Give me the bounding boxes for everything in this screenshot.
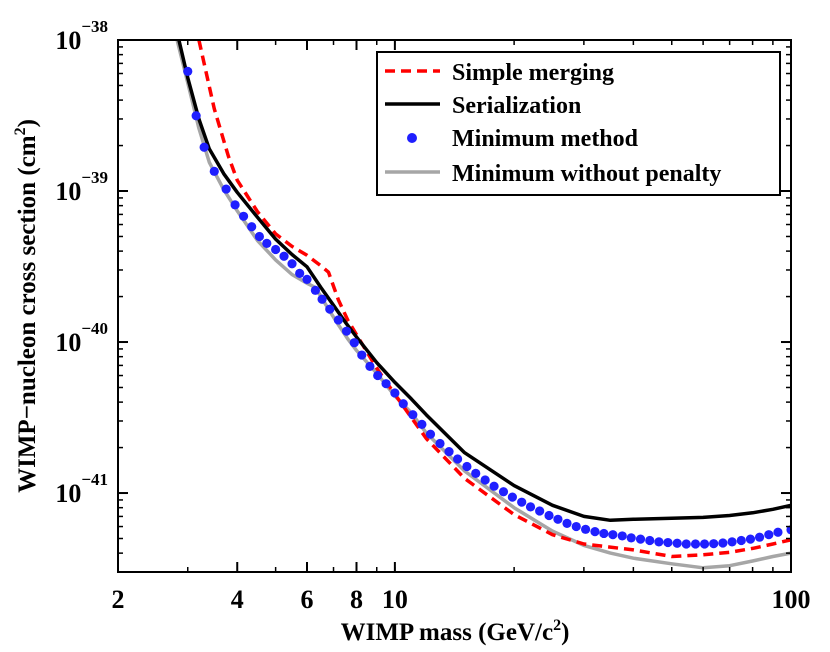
series-point-minimum-method [727, 537, 737, 547]
series-point-minimum-method [221, 184, 231, 194]
series-point-minimum-method [287, 259, 297, 269]
y-tick-label: 10−38 [55, 17, 108, 55]
series-point-minimum-method [262, 238, 272, 248]
series-point-minimum-method [183, 66, 193, 76]
series-point-minimum-method [341, 326, 352, 336]
x-tick-label: 2 [112, 585, 125, 614]
series-point-minimum-method [373, 370, 383, 381]
x-tick-label: 100 [772, 585, 811, 614]
series-point-minimum-method [390, 388, 400, 398]
series-point-minimum-method [754, 532, 765, 542]
series-point-minimum-method [745, 534, 756, 544]
series-point-minimum-method [279, 251, 289, 261]
plot-area-border [117, 39, 792, 573]
series-point-minimum-method [357, 350, 367, 360]
series-point-minimum-method [498, 487, 509, 497]
series-point-minimum-method [764, 530, 774, 540]
series-point-minimum-method [444, 447, 454, 457]
x-axis-label: WIMP mass (GeV/c2) [341, 617, 570, 646]
series-point-minimum-method [736, 535, 746, 546]
series-point-minimum-method [462, 461, 472, 472]
series-point-minimum-method [471, 468, 481, 478]
series-point-minimum-method [654, 537, 664, 547]
series-point-minimum-method [238, 211, 249, 221]
series-point-minimum-method [453, 454, 463, 464]
y-tick-label: 10−41 [55, 470, 108, 508]
legend-label-minimum-method: Minimum method [452, 126, 639, 152]
legend: Simple merging Serialization Minimum met… [376, 51, 781, 196]
legend-label-simple-merging: Simple merging [452, 60, 614, 86]
series-point-minimum-method [773, 527, 783, 537]
legend-swatch-minimum-method [407, 133, 417, 143]
series-point-minimum-method [489, 481, 499, 491]
series-point-minimum-method [709, 539, 719, 549]
series-point-minimum-method [349, 338, 359, 348]
series-point-minimum-method [365, 361, 375, 371]
series-point-minimum-method [408, 410, 418, 420]
series-line-serialization [177, 40, 791, 523]
series-point-minimum-method [635, 534, 646, 544]
x-tick-label: 6 [300, 585, 313, 614]
series-point-minimum-method [544, 510, 554, 521]
legend-box [376, 51, 781, 196]
series-point-minimum-method [191, 111, 201, 121]
series-line-simple-merging [197, 40, 791, 559]
series-point-minimum-method [435, 438, 445, 449]
x-tick-label: 8 [350, 585, 363, 614]
series-point-minimum-method [645, 535, 655, 546]
y-axis-label: WIMP−nucleon cross section (cm2) [12, 119, 41, 493]
series-point-minimum-method [699, 539, 710, 549]
series-layer [175, 40, 791, 570]
series-point-minimum-method [590, 527, 600, 537]
legend-label-minimum-without-penalty: Minimum without penalty [452, 161, 721, 187]
series-point-minimum-method [517, 497, 527, 507]
x-tick-label: 4 [231, 585, 244, 614]
series-point-minimum-method [681, 539, 691, 549]
series-point-minimum-method [663, 537, 673, 548]
series-point-minimum-method [381, 379, 391, 389]
series-point-minimum-method [718, 538, 728, 548]
y-tick-label: 10−39 [55, 168, 108, 206]
series-point-minimum-method [417, 419, 427, 429]
y-tick-label: 10−40 [55, 319, 108, 357]
series-point-minimum-method [247, 222, 257, 232]
series-point-minimum-method [608, 530, 618, 540]
series-point-minimum-method [599, 528, 609, 539]
series-point-minimum-method [398, 399, 408, 409]
series-point-minimum-method [310, 285, 320, 295]
series-point-minimum-method [580, 524, 591, 534]
series-point-minimum-method [507, 492, 517, 502]
series-point-minimum-method [690, 539, 701, 549]
series-point-minimum-method [302, 274, 312, 284]
tick-layer: 2 4 6 8 10 100 10−41 10−40 10−39 10−38 [55, 17, 810, 614]
series-point-minimum-method [271, 244, 281, 255]
series-point-minimum-method [425, 429, 436, 439]
legend-label-serialization: Serialization [452, 93, 581, 119]
series-point-minimum-method [571, 521, 581, 532]
x-tick-label: 10 [382, 585, 408, 614]
series-point-minimum-method [535, 506, 545, 516]
series-point-minimum-method [333, 315, 343, 325]
series-point-minimum-method [295, 268, 305, 278]
series-point-minimum-method [230, 200, 240, 210]
series-point-minimum-method [317, 294, 327, 304]
series-point-minimum-method [672, 538, 682, 548]
series-point-minimum-method [325, 304, 335, 314]
series-point-minimum-method [525, 502, 536, 512]
series-point-minimum-method [562, 518, 572, 528]
series-point-minimum-method [553, 514, 563, 524]
series-point-minimum-method [617, 531, 627, 541]
series-point-minimum-method [199, 142, 209, 152]
series-point-minimum-method [209, 166, 219, 176]
series-point-minimum-method [480, 475, 490, 485]
series-point-minimum-method [786, 525, 791, 535]
series-point-minimum-method [254, 231, 265, 242]
series-point-minimum-method [626, 533, 636, 543]
